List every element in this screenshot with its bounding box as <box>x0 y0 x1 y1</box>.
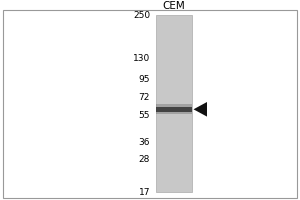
Text: 130: 130 <box>133 54 150 63</box>
Polygon shape <box>194 102 207 117</box>
Text: 250: 250 <box>133 11 150 20</box>
Text: 55: 55 <box>139 111 150 120</box>
Text: 95: 95 <box>139 75 150 84</box>
Text: 36: 36 <box>139 138 150 147</box>
Text: 28: 28 <box>139 155 150 164</box>
Bar <box>156 104 192 114</box>
Bar <box>156 15 192 192</box>
Bar <box>156 107 192 112</box>
Text: CEM: CEM <box>163 1 185 11</box>
Text: 72: 72 <box>139 93 150 102</box>
Text: 17: 17 <box>139 188 150 197</box>
